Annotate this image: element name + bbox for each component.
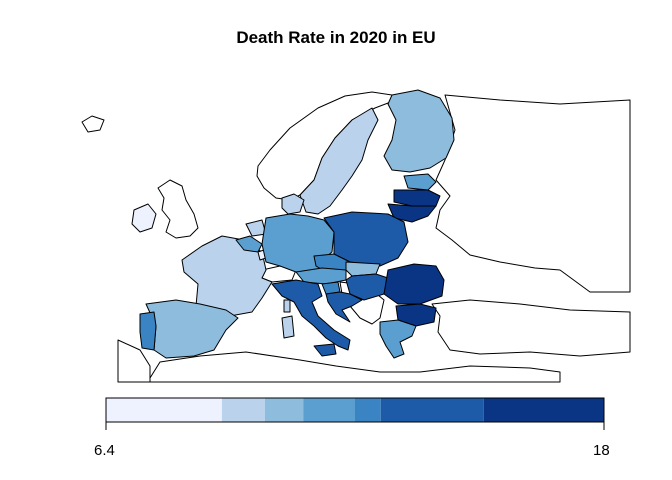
legend-bin-1 [221, 398, 265, 422]
north-africa [149, 351, 561, 383]
poland [323, 211, 409, 267]
sardinia [281, 315, 295, 339]
legend-bin-4 [355, 398, 381, 422]
legend-bin-6 [483, 398, 604, 422]
turkey [431, 299, 631, 357]
portugal [139, 311, 157, 351]
belgium [235, 235, 263, 253]
legend-bin-5 [380, 398, 484, 422]
sicily [313, 343, 337, 357]
netherlands [245, 219, 267, 237]
ireland [131, 203, 157, 233]
france [181, 235, 273, 317]
legend-ticks [105, 422, 605, 430]
denmark [281, 193, 305, 215]
legend-min-label: 6.4 [94, 442, 115, 459]
finland [383, 89, 455, 173]
united-kingdom [157, 179, 199, 239]
morocco [117, 339, 151, 383]
sweden [299, 107, 379, 215]
map-title: Death Rate in 2020 in EU [236, 28, 436, 47]
legend-frame [105, 397, 605, 423]
estonia [403, 173, 437, 191]
iceland [81, 115, 105, 133]
italy [271, 279, 351, 351]
romania [383, 263, 445, 305]
greece [379, 319, 417, 359]
legend-color-bar [106, 398, 604, 422]
eu-countries [131, 89, 455, 359]
legend-max-label: 18 [593, 442, 610, 459]
legend-bin-2 [264, 398, 304, 422]
croatia [325, 291, 363, 323]
corsica [283, 299, 291, 313]
legend-bin-3 [303, 398, 355, 422]
legend-bin-0 [106, 398, 222, 422]
latvia [393, 189, 441, 207]
russia-belarus-ukraine [435, 94, 631, 293]
